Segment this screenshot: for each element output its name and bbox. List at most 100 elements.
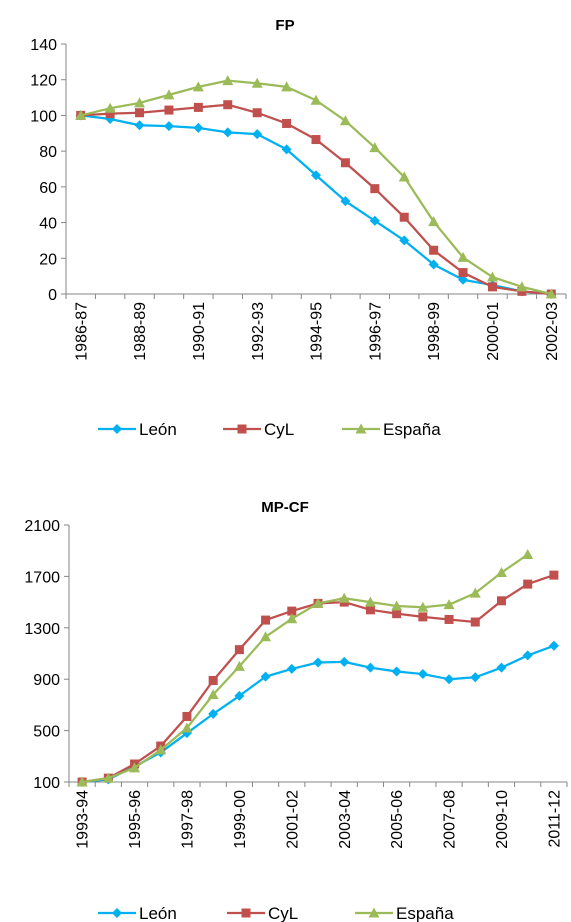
data-point [458, 274, 469, 285]
y-tick-label: 80 [39, 144, 57, 161]
x-tick-label: 1999-00 [232, 790, 249, 849]
data-point [496, 662, 507, 673]
y-tick-label: 140 [30, 37, 57, 54]
data-point [261, 615, 271, 625]
data-point [370, 184, 380, 194]
legend: León CyL España [98, 420, 441, 439]
data-point [102, 772, 114, 783]
chart-title: MP-CF [261, 499, 309, 516]
data-point [134, 120, 145, 131]
data-point [310, 94, 322, 105]
data-point [522, 650, 533, 661]
data-point [470, 672, 481, 683]
data-point [522, 549, 534, 560]
data-point [391, 666, 402, 677]
data-point [182, 711, 192, 721]
data-point [105, 109, 115, 119]
legend-label: León [139, 904, 177, 922]
data-point [428, 216, 440, 227]
data-point [496, 596, 506, 606]
data-point [281, 144, 292, 155]
legend-marker [355, 423, 367, 434]
data-point [487, 282, 497, 292]
data-point [457, 251, 469, 262]
legend-label: CyL [268, 904, 298, 922]
data-point [365, 605, 375, 615]
legend: León CyL España [98, 904, 454, 922]
data-point [369, 215, 380, 226]
data-point [444, 674, 455, 685]
data-point [251, 77, 263, 88]
data-point [458, 268, 468, 278]
y-tick-label: 2100 [24, 518, 60, 535]
y-tick-label: 0 [48, 287, 57, 304]
data-point [391, 600, 403, 611]
data-point [234, 690, 245, 701]
data-point [286, 613, 298, 624]
data-point [193, 122, 204, 133]
y-tick-label: 500 [33, 724, 60, 741]
data-point [260, 631, 272, 642]
x-tick-label: 2009-10 [494, 790, 511, 849]
data-point [399, 235, 410, 246]
data-point [428, 259, 439, 270]
legend-marker [112, 424, 122, 434]
x-tick-label: 1993-94 [75, 790, 92, 849]
data-point [252, 129, 263, 140]
x-tick-label: 1995-96 [127, 790, 144, 849]
data-point [339, 115, 351, 126]
data-point [223, 100, 233, 110]
y-tick-label: 100 [30, 108, 57, 125]
data-point [252, 108, 262, 118]
data-point [222, 75, 234, 86]
legend-item: León [98, 420, 177, 439]
legend-marker [241, 908, 251, 918]
data-point [311, 170, 321, 181]
chart-mp-cf: MP-CF 100 500 900 1300 1700 2100 1993-94 1995-96… [24, 499, 568, 922]
data-point [260, 671, 271, 682]
data-point [155, 744, 167, 755]
x-tick-label: 2005-06 [389, 790, 406, 849]
data-point [340, 196, 351, 207]
data-point [470, 617, 480, 627]
y-tick-label: 1700 [24, 569, 60, 586]
legend-label: España [383, 420, 441, 439]
data-point [286, 663, 297, 674]
data-point [234, 645, 244, 655]
data-point [523, 579, 533, 589]
data-point [364, 596, 376, 607]
data-point [164, 105, 174, 115]
data-point [312, 597, 324, 608]
data-point [339, 656, 350, 667]
data-point [516, 281, 528, 292]
series-len [77, 640, 559, 787]
data-point [417, 669, 428, 680]
data-point [287, 606, 297, 616]
series-espaa [76, 549, 534, 787]
x-tick-label: 1998-99 [426, 302, 443, 361]
legend-label: España [396, 904, 454, 922]
chart-title: FP [275, 17, 294, 34]
x-tick-label: 2000-01 [485, 302, 502, 361]
data-point [369, 142, 381, 153]
data-point [208, 708, 219, 719]
data-point [340, 158, 350, 168]
legend-item: España [355, 904, 454, 922]
y-tick-label: 100 [33, 775, 60, 792]
data-point [549, 570, 559, 580]
legend-marker [237, 424, 247, 434]
data-point [443, 599, 455, 610]
x-tick-label: 1997-98 [180, 790, 197, 849]
data-point [233, 660, 245, 671]
legend-label: CyL [264, 420, 294, 439]
data-point [548, 640, 559, 651]
series-line [81, 553, 529, 784]
data-point [486, 271, 498, 282]
data-point [311, 135, 321, 145]
legend-marker [112, 908, 122, 918]
data-point [418, 612, 428, 622]
data-point [222, 127, 233, 138]
x-tick-label: 1986-87 [73, 302, 90, 361]
x-tick-label: 2002-03 [544, 302, 561, 361]
data-point [545, 288, 557, 299]
